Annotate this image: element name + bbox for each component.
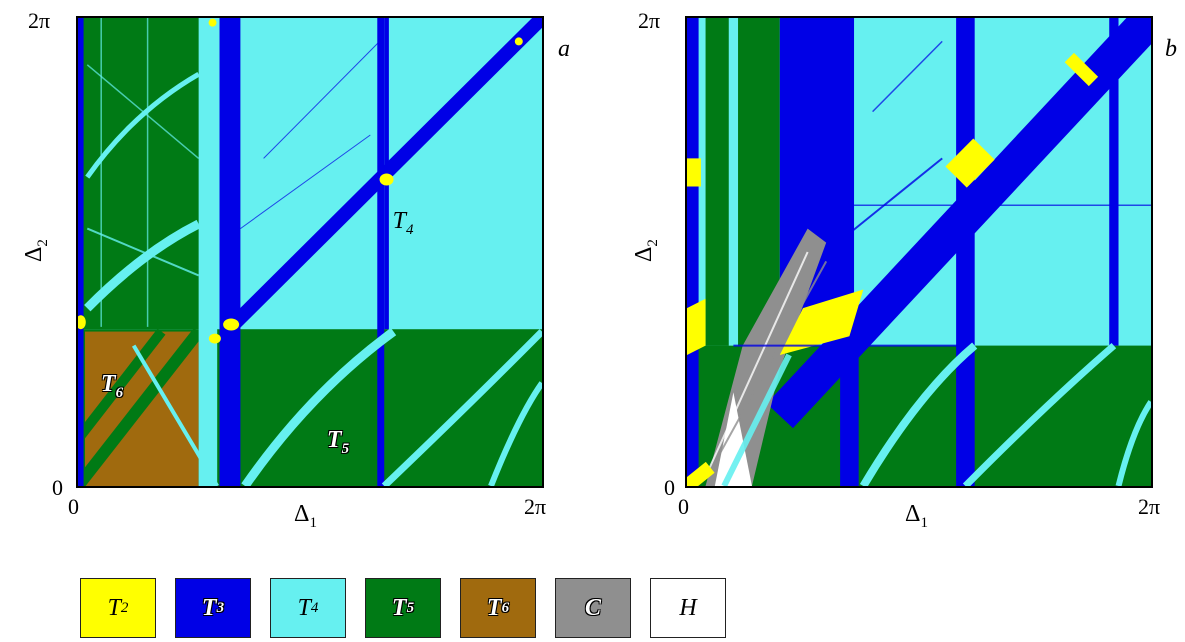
streak-C-1 xyxy=(713,260,828,464)
thin-line-1 xyxy=(86,227,200,277)
x-axis-label-a: Δ1 xyxy=(294,502,317,531)
x-axis-label-b: Δ1 xyxy=(905,502,928,531)
strip-T3-vertical-2 xyxy=(377,18,385,486)
region-label-text: T xyxy=(392,208,406,235)
strip-T4-left xyxy=(696,18,706,346)
region-label-text: T xyxy=(100,370,116,397)
spot-T2-lower-2 xyxy=(208,333,221,344)
strip-T4-left-2 xyxy=(728,18,739,346)
panel-letter-a: a xyxy=(558,36,570,62)
strip-T3-vertical xyxy=(956,18,975,486)
arc-T4-1 xyxy=(241,327,397,486)
legend-item-label: T xyxy=(391,594,407,621)
y-tick-bottom-a: 0 xyxy=(52,475,63,500)
legend-item-label: T xyxy=(297,594,311,621)
streak-T4-1 xyxy=(721,353,792,486)
y-tick-bottom-b: 0 xyxy=(664,475,675,500)
spot-T2-lower xyxy=(223,318,240,331)
line-T4-diag xyxy=(131,344,219,486)
legend-item-sub: 5 xyxy=(406,599,415,616)
patch-T2-left xyxy=(687,298,706,355)
y-tick-top-b: 2π xyxy=(638,8,661,33)
region-label-text: T xyxy=(326,426,342,453)
heatmap-b-svg xyxy=(687,18,1151,486)
thin-line-6 xyxy=(240,134,371,230)
y-axis-label-a-sub: 2 xyxy=(34,239,51,247)
thin-line-5 xyxy=(263,41,380,159)
x-tick-left-a: 0 xyxy=(68,494,79,519)
y-tick-top-a: 2π xyxy=(28,8,51,33)
strip-T3-left-edge xyxy=(78,18,84,486)
legend-item-sub: 3 xyxy=(216,599,225,616)
spot-T2-left xyxy=(78,315,86,330)
legend-item-label: T xyxy=(486,594,502,621)
region-T5-upper-left xyxy=(78,18,201,330)
patch-T2-left-2 xyxy=(687,158,701,187)
arc-T4-4 xyxy=(84,219,201,312)
arc-T4-3 xyxy=(1115,400,1151,486)
heatmap-plot-b xyxy=(685,16,1153,488)
streak-H-1 xyxy=(704,251,809,478)
patch-T2-corner xyxy=(687,461,715,486)
legend-item-sub: 2 xyxy=(120,599,129,616)
region-label-sub: 4 xyxy=(405,222,414,239)
band-T5-in-T6-2 xyxy=(78,328,166,443)
arc-T4-3 xyxy=(488,381,542,486)
legend-item-sub: 4 xyxy=(310,599,319,616)
legend-item-label: T xyxy=(201,594,217,621)
y-axis-label-a-text: Δ xyxy=(21,246,47,262)
heatmap-plot-a xyxy=(76,16,544,488)
strip-T4-vertical xyxy=(198,18,218,486)
x-axis-label-b-text: Δ xyxy=(905,501,921,527)
thin-line-4 xyxy=(825,157,943,253)
x-axis-label-a-text: Δ xyxy=(294,501,310,527)
y-axis-label-a: Δ2 xyxy=(21,239,51,262)
region-label-T6: T6 xyxy=(101,371,123,402)
legend-item-label: H xyxy=(679,594,697,621)
region-label-T4: T4 xyxy=(393,208,414,239)
x-axis-label-a-sub: 1 xyxy=(309,514,317,531)
x-tick-right-a: 2π xyxy=(524,494,547,519)
patch-T2-diag-1 xyxy=(779,289,864,355)
spot-T2-center xyxy=(379,173,394,186)
arc-T4-5 xyxy=(85,71,200,179)
legend-item-sub: 6 xyxy=(501,599,510,616)
y-axis-label-b: Δ2 xyxy=(631,239,661,262)
patch-T2-diag-3 xyxy=(1064,52,1099,87)
legend-item-H: H xyxy=(650,578,726,638)
strip-T3-left-edge xyxy=(687,18,699,486)
region-label-sub: 6 xyxy=(115,384,124,401)
x-tick-right-b: 2π xyxy=(1138,494,1161,519)
x-axis-label-b-sub: 1 xyxy=(920,514,928,531)
region-label-T5: T5 xyxy=(327,427,349,458)
strip-T3-vertical xyxy=(219,18,241,486)
thin-line-3 xyxy=(872,40,943,113)
legend-item-label: C xyxy=(584,594,601,621)
legend-item-C: C xyxy=(555,578,631,638)
spot-T2-top xyxy=(514,37,523,46)
y-axis-label-b-text: Δ xyxy=(631,246,657,262)
legend-item-label: T xyxy=(107,594,121,621)
strip-T3-vertical-2 xyxy=(1109,18,1119,346)
y-axis-label-b-sub: 2 xyxy=(644,239,661,247)
arc-T4-1 xyxy=(859,342,978,486)
patch-T2-diag-2 xyxy=(945,138,995,188)
panel-letter-b: b xyxy=(1165,36,1177,62)
region-H-fan xyxy=(714,392,752,486)
arc-T4-2 xyxy=(962,342,1117,486)
heatmap-a-svg xyxy=(78,18,542,486)
x-tick-left-b: 0 xyxy=(678,494,689,519)
region-T5-upper-left xyxy=(696,18,780,346)
arc-T4-2 xyxy=(381,329,542,486)
spot-T2-topleft xyxy=(208,18,217,27)
thin-line-2 xyxy=(86,64,200,159)
band-T5-in-T6 xyxy=(78,327,204,486)
region-label-sub: 5 xyxy=(341,440,350,457)
